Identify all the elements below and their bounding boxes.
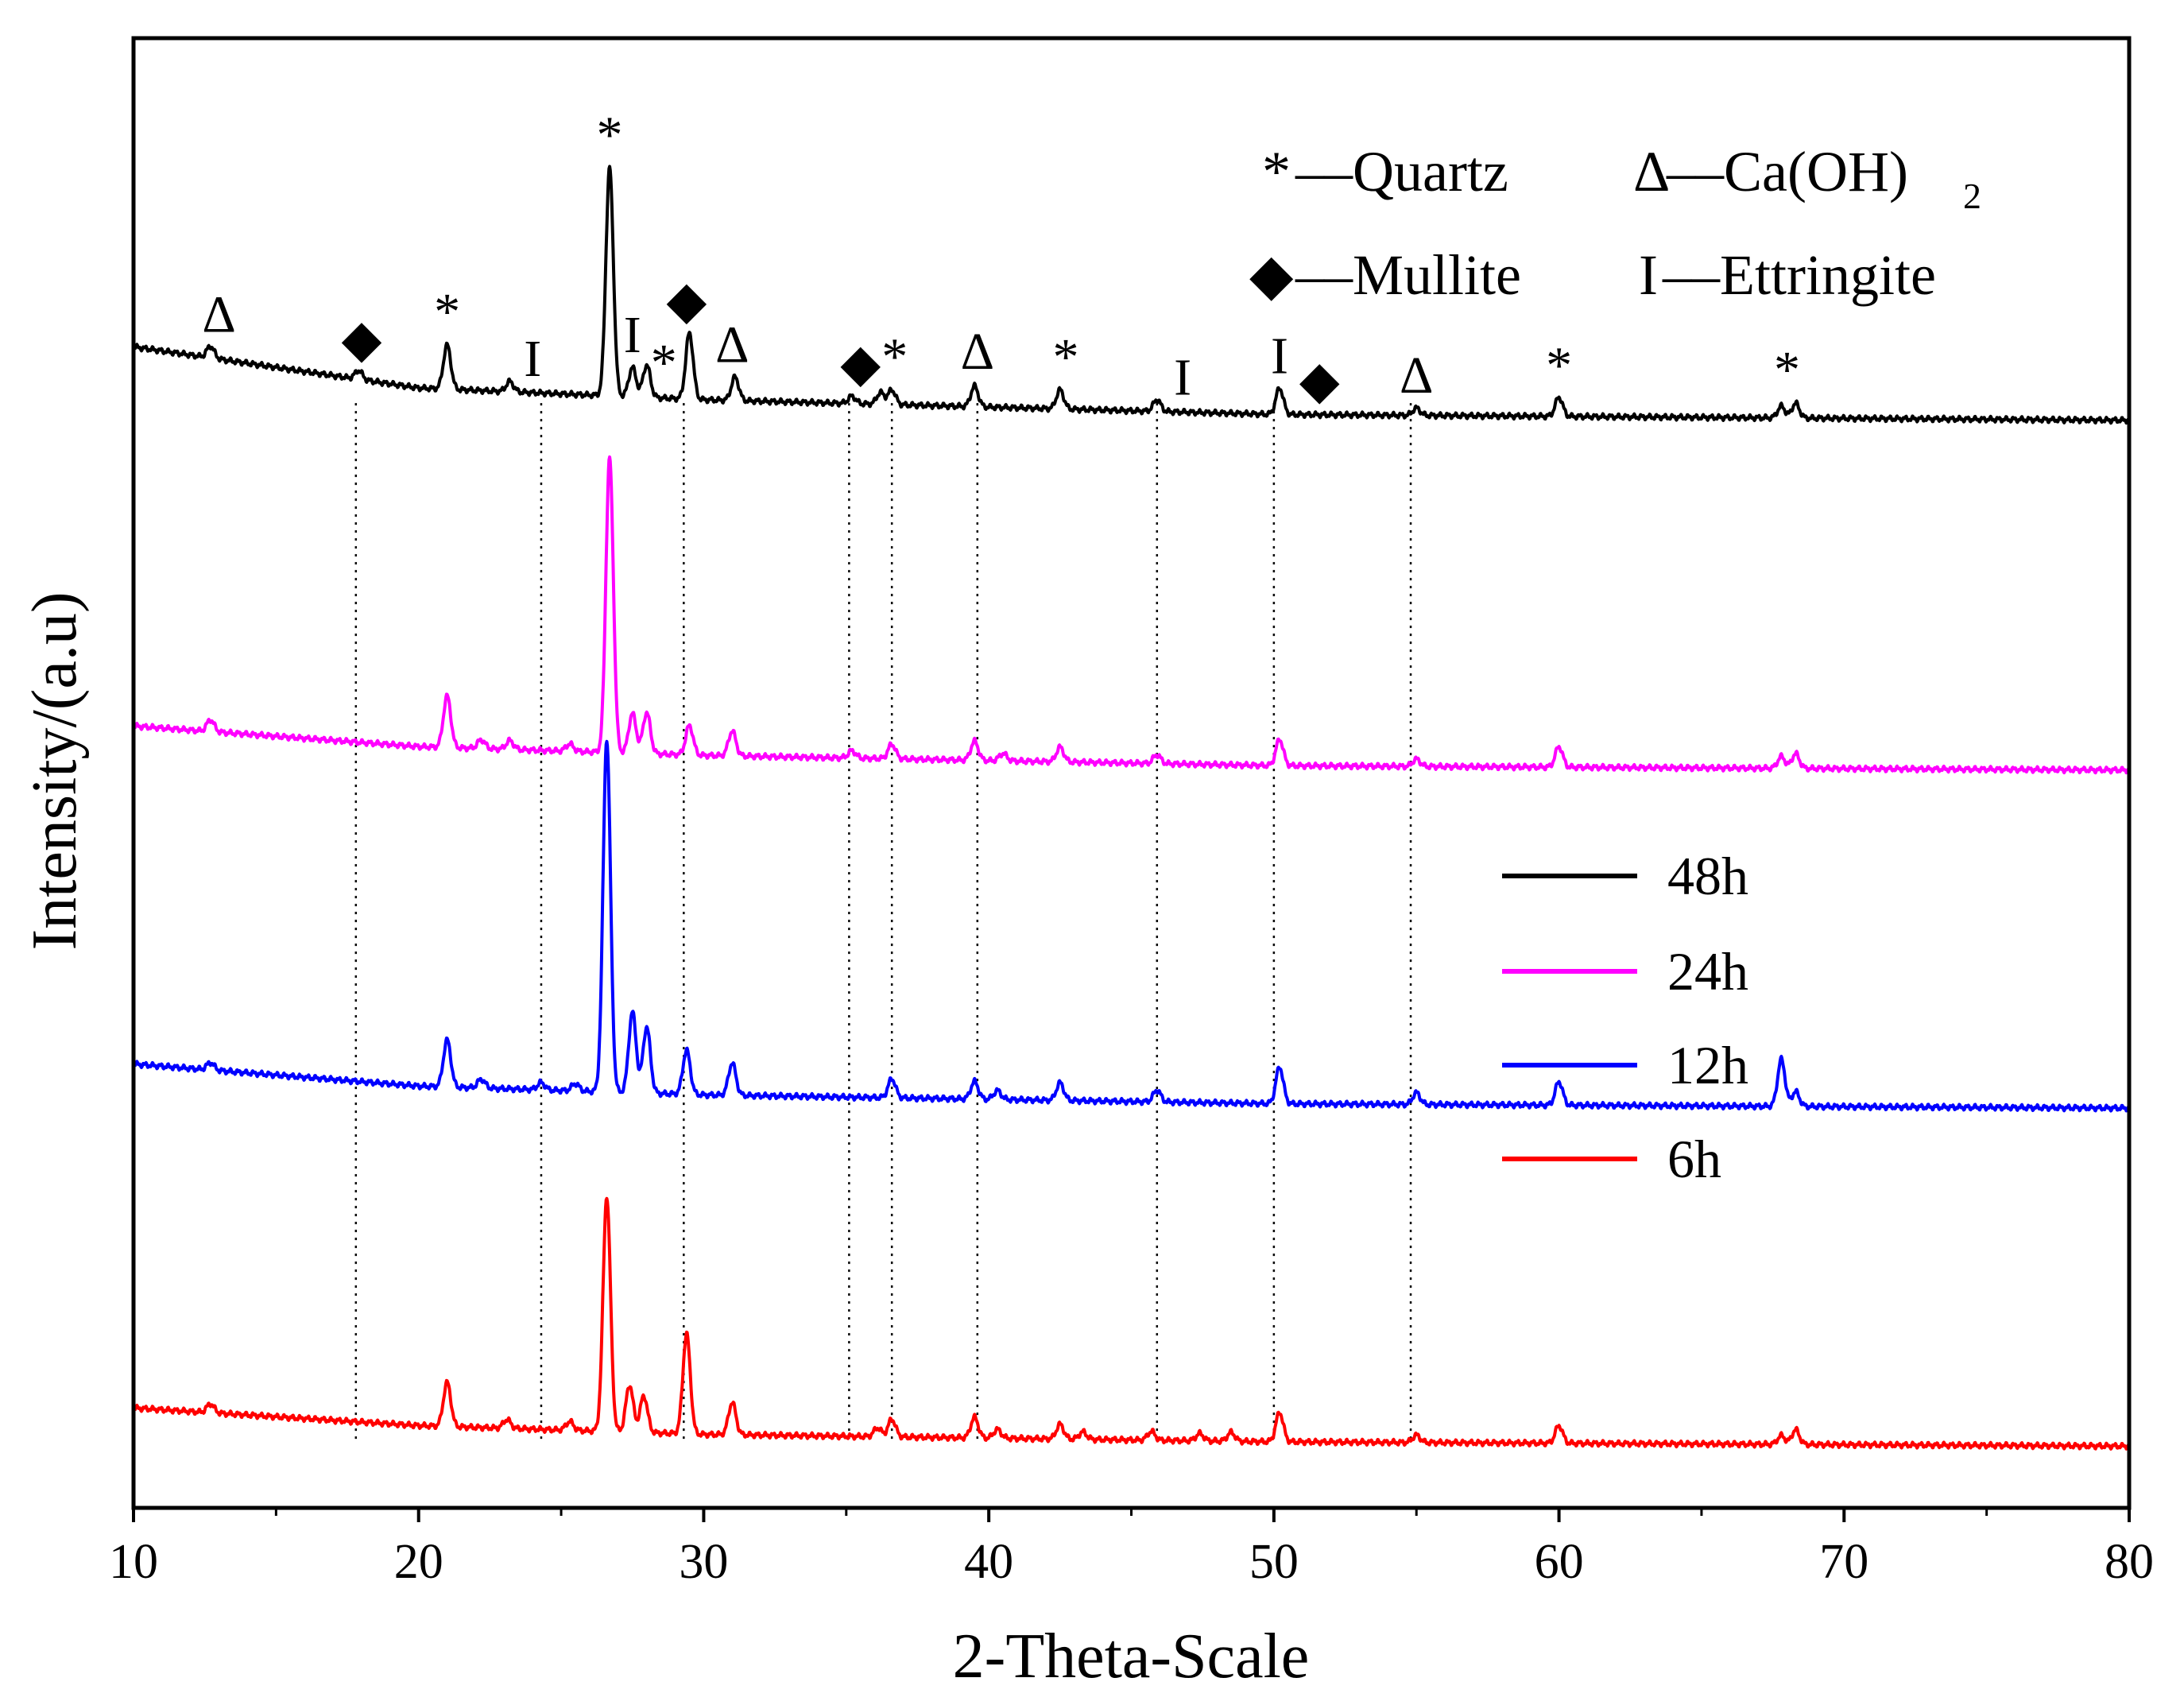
x-axis-ticks <box>132 1508 2131 1522</box>
x-tick-label-20: 20 <box>394 1535 443 1589</box>
peak-marker-13: I <box>1174 349 1191 407</box>
series-layer <box>132 165 2131 1451</box>
peak-marker-12: * <box>1052 328 1078 386</box>
legend-label-48h: 48h <box>1667 846 1748 906</box>
x-tick-label-50: 50 <box>1249 1535 1299 1589</box>
series-line-6h <box>132 1196 2131 1451</box>
peak-marker-7: ◆ <box>667 272 707 330</box>
legend: 48h 24h 12h 6h <box>1502 846 1748 1189</box>
phase-key: * ––Quartz Δ ––Ca(OH) 2 ◆ ––Mullite I ––… <box>1249 140 1981 307</box>
peak-marker-15: ◆ <box>1299 351 1340 409</box>
legend-label-24h: 24h <box>1667 941 1748 1002</box>
phase-key-caoh2-subscript: 2 <box>1963 176 1981 216</box>
series-line-24h <box>132 455 2131 775</box>
x-tick-label-30: 30 <box>679 1535 728 1589</box>
x-tick-label-80: 80 <box>2105 1535 2154 1589</box>
peak-marker-9: ◆ <box>840 335 881 393</box>
x-axis-tick-labels: 10 20 30 40 50 60 70 80 <box>109 1535 2154 1589</box>
x-tick-label-60: 60 <box>1535 1535 1584 1589</box>
peak-marker-10: * <box>881 327 908 386</box>
peak-marker-16: Δ <box>1400 347 1433 405</box>
phase-key-mullite-label: ––Mullite <box>1295 243 1521 307</box>
legend-label-6h: 6h <box>1667 1129 1721 1189</box>
y-axis-title: Intensity/(a.u) <box>20 592 90 951</box>
series-line-48h <box>132 165 2131 425</box>
x-tick-label-10: 10 <box>109 1535 158 1589</box>
peak-markers: Δ ◆ *I*I *◆Δ ◆ * Δ * I I ◆ Δ * * <box>202 106 1800 409</box>
peak-marker-14: I <box>1271 327 1288 386</box>
peak-marker-11: Δ <box>961 323 994 381</box>
peak-marker-6: * <box>651 334 677 392</box>
legend-label-12h: 12h <box>1667 1035 1748 1095</box>
peak-marker-3: I <box>524 330 541 388</box>
peak-marker-0: Δ <box>202 285 235 343</box>
phase-key-caoh2-label: ––Ca(OH) <box>1666 140 1908 203</box>
peak-marker-5: I <box>624 306 641 364</box>
peak-marker-4: * <box>597 106 623 164</box>
peak-marker-18: * <box>1774 341 1800 399</box>
phase-key-ettringite-symbol: I <box>1639 243 1658 307</box>
peak-marker-8: Δ <box>715 316 749 374</box>
x-tick-label-70: 70 <box>1819 1535 1868 1589</box>
x-tick-label-40: 40 <box>964 1535 1013 1589</box>
phase-key-caoh2-symbol: Δ <box>1633 140 1670 203</box>
peak-marker-17: * <box>1546 337 1572 395</box>
series-line-12h <box>132 739 2131 1113</box>
phase-key-quartz-label: ––Quartz <box>1295 140 1508 203</box>
peak-marker-2: * <box>434 283 460 341</box>
phase-key-quartz-symbol: * <box>1262 140 1291 203</box>
phase-key-ettringite-label: ––Ettringite <box>1662 243 1936 307</box>
phase-key-mullite-symbol: ◆ <box>1249 243 1294 307</box>
reference-lines <box>354 398 1412 1440</box>
x-axis-title: 2-Theta-Scale <box>953 1622 1310 1691</box>
peak-marker-1: ◆ <box>342 310 382 368</box>
